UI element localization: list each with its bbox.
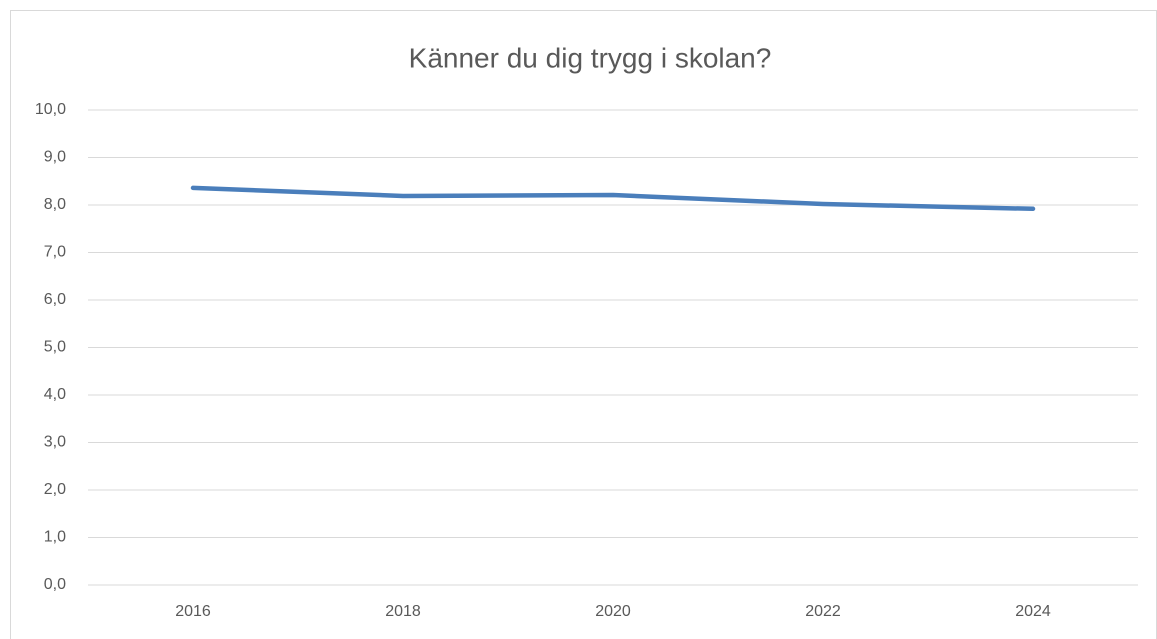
y-tick-label: 9,0 xyxy=(44,149,66,166)
y-tick-label: 7,0 xyxy=(44,244,66,261)
x-tick-label: 2018 xyxy=(385,603,421,620)
y-tick-label: 3,0 xyxy=(44,434,66,451)
x-tick-label: 2020 xyxy=(595,603,631,620)
data-line xyxy=(190,185,1036,212)
chart-border xyxy=(10,10,1157,639)
y-tick-label: 10,0 xyxy=(35,101,66,118)
y-tick-label: 5,0 xyxy=(44,339,66,356)
y-tick-label: 8,0 xyxy=(44,196,66,213)
x-tick-label: 2022 xyxy=(805,603,841,620)
chart-title: Känner du dig trygg i skolan? xyxy=(409,42,772,73)
x-tick-label: 2024 xyxy=(1015,603,1051,620)
y-tick-label: 0,0 xyxy=(44,576,66,593)
y-tick-label: 6,0 xyxy=(44,291,66,308)
y-tick-label: 1,0 xyxy=(44,529,66,546)
x-tick-label: 2016 xyxy=(175,603,211,620)
y-tick-label: 4,0 xyxy=(44,386,66,403)
y-tick-label: 2,0 xyxy=(44,481,66,498)
